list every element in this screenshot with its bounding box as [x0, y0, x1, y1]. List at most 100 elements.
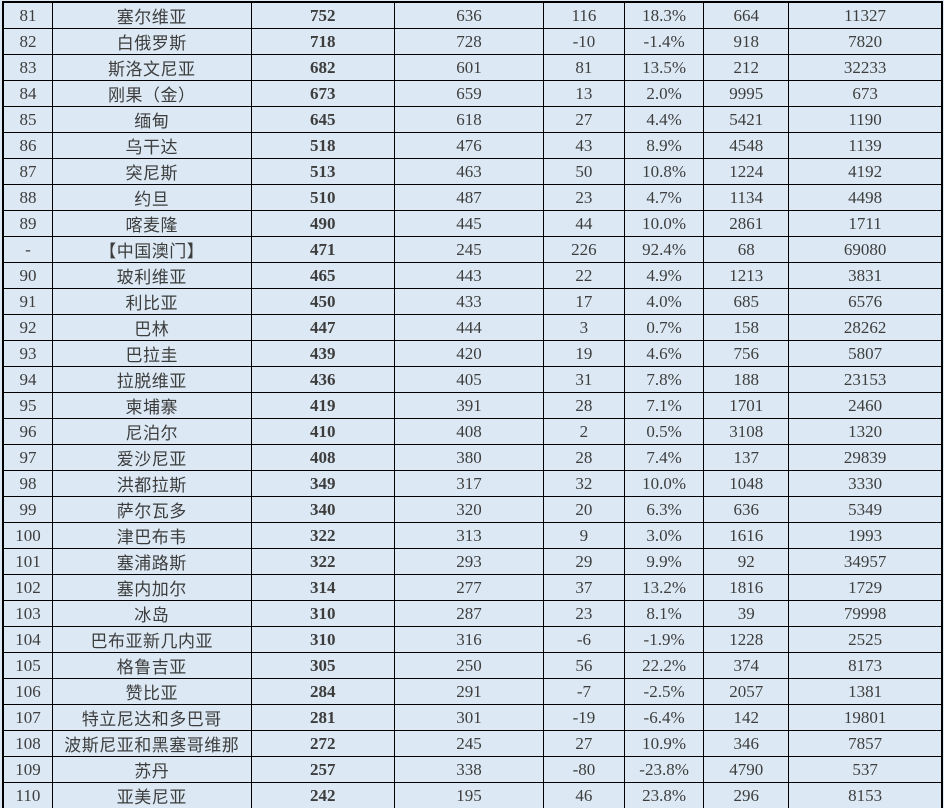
difference-cell: 31 — [543, 366, 625, 393]
rank-cell: 85 — [2, 106, 53, 133]
rank-cell: 99 — [2, 496, 53, 523]
per-capita-value-cell: 2525 — [788, 626, 943, 653]
country-name-cell: 津巴布韦 — [51, 522, 252, 549]
country-name-cell: 塞浦路斯 — [51, 548, 252, 575]
difference-cell: 116 — [543, 1, 625, 29]
primary-value-cell: 510 — [250, 184, 395, 211]
primary-value-cell: 439 — [250, 340, 395, 367]
per-capita-value-cell: 1320 — [788, 418, 943, 445]
difference-cell: -80 — [543, 756, 625, 783]
previous-value-cell: 301 — [393, 704, 545, 731]
difference-cell: 19 — [543, 340, 625, 367]
primary-value-cell: 471 — [250, 236, 395, 263]
primary-value-cell: 272 — [250, 730, 395, 757]
primary-value-cell: 410 — [250, 418, 395, 445]
difference-cell: -7 — [543, 678, 625, 705]
population-value-cell: 158 — [703, 314, 790, 341]
country-name-cell: 柬埔寨 — [51, 392, 252, 419]
previous-value-cell: 391 — [393, 392, 545, 419]
difference-cell: 37 — [543, 574, 625, 601]
population-value-cell: 39 — [703, 600, 790, 627]
percent-change-cell: -6.4% — [623, 704, 705, 731]
rank-cell: 88 — [2, 184, 53, 211]
rank-cell: 101 — [2, 548, 53, 575]
country-name-cell: 喀麦隆 — [51, 210, 252, 237]
primary-value-cell: 310 — [250, 600, 395, 627]
difference-cell: 27 — [543, 106, 625, 133]
difference-cell: 46 — [543, 782, 625, 808]
percent-change-cell: 10.0% — [623, 210, 705, 237]
per-capita-value-cell: 6576 — [788, 288, 943, 315]
population-value-cell: 685 — [703, 288, 790, 315]
country-name-cell: 特立尼达和多巴哥 — [51, 704, 252, 731]
table-row: 83 斯洛文尼亚 682 601 81 13.5% 212 32233 — [2, 54, 943, 81]
difference-cell: 9 — [543, 522, 625, 549]
difference-cell: -6 — [543, 626, 625, 653]
difference-cell: 44 — [543, 210, 625, 237]
country-name-cell: 苏丹 — [51, 756, 252, 783]
population-value-cell: 2861 — [703, 210, 790, 237]
rank-cell: 94 — [2, 366, 53, 393]
population-value-cell: 296 — [703, 782, 790, 808]
difference-cell: 17 — [543, 288, 625, 315]
population-value-cell: 1816 — [703, 574, 790, 601]
table-row: 88 约旦 510 487 23 4.7% 1134 4498 — [2, 184, 943, 211]
previous-value-cell: 659 — [393, 80, 545, 107]
previous-value-cell: 405 — [393, 366, 545, 393]
primary-value-cell: 257 — [250, 756, 395, 783]
population-value-cell: 346 — [703, 730, 790, 757]
percent-change-cell: 0.5% — [623, 418, 705, 445]
per-capita-value-cell: 7820 — [788, 28, 943, 55]
table-row: 82 白俄罗斯 718 728 -10 -1.4% 918 7820 — [2, 28, 943, 55]
table-row: 86 乌干达 518 476 43 8.9% 4548 1139 — [2, 132, 943, 159]
population-value-cell: 188 — [703, 366, 790, 393]
percent-change-cell: 23.8% — [623, 782, 705, 808]
previous-value-cell: 316 — [393, 626, 545, 653]
per-capita-value-cell: 1190 — [788, 106, 943, 133]
table-row: 94 拉脱维亚 436 405 31 7.8% 188 23153 — [2, 366, 943, 393]
country-name-cell: 塞尔维亚 — [51, 1, 252, 29]
difference-cell: -19 — [543, 704, 625, 731]
rank-cell: 106 — [2, 678, 53, 705]
per-capita-value-cell: 19801 — [788, 704, 943, 731]
per-capita-value-cell: 673 — [788, 80, 943, 107]
population-value-cell: 1701 — [703, 392, 790, 419]
table-row: 108 波斯尼亚和黑塞哥维那 272 245 27 10.9% 346 7857 — [2, 730, 943, 757]
population-value-cell: 9995 — [703, 80, 790, 107]
rank-cell: 96 — [2, 418, 53, 445]
primary-value-cell: 682 — [250, 54, 395, 81]
table-row: 109 苏丹 257 338 -80 -23.8% 4790 537 — [2, 756, 943, 783]
difference-cell: 20 — [543, 496, 625, 523]
country-name-cell: 【中国澳门】 — [51, 236, 252, 263]
rank-cell: 90 — [2, 262, 53, 289]
percent-change-cell: 13.5% — [623, 54, 705, 81]
previous-value-cell: 291 — [393, 678, 545, 705]
per-capita-value-cell: 1729 — [788, 574, 943, 601]
table-row: 107 特立尼达和多巴哥 281 301 -19 -6.4% 142 19801 — [2, 704, 943, 731]
percent-change-cell: -23.8% — [623, 756, 705, 783]
per-capita-value-cell: 11327 — [788, 1, 943, 29]
rank-cell: 100 — [2, 522, 53, 549]
table-row: 101 塞浦路斯 322 293 29 9.9% 92 34957 — [2, 548, 943, 575]
country-name-cell: 突尼斯 — [51, 158, 252, 185]
difference-cell: 23 — [543, 184, 625, 211]
rank-cell: 109 — [2, 756, 53, 783]
population-value-cell: 137 — [703, 444, 790, 471]
primary-value-cell: 322 — [250, 548, 395, 575]
per-capita-value-cell: 8153 — [788, 782, 943, 808]
previous-value-cell: 601 — [393, 54, 545, 81]
country-name-cell: 萨尔瓦多 — [51, 496, 252, 523]
population-value-cell: 212 — [703, 54, 790, 81]
difference-cell: 13 — [543, 80, 625, 107]
percent-change-cell: 9.9% — [623, 548, 705, 575]
per-capita-value-cell: 2460 — [788, 392, 943, 419]
per-capita-value-cell: 1711 — [788, 210, 943, 237]
country-name-cell: 约旦 — [51, 184, 252, 211]
rank-cell: 97 — [2, 444, 53, 471]
previous-value-cell: 250 — [393, 652, 545, 679]
primary-value-cell: 281 — [250, 704, 395, 731]
primary-value-cell: 450 — [250, 288, 395, 315]
percent-change-cell: 92.4% — [623, 236, 705, 263]
difference-cell: 2 — [543, 418, 625, 445]
population-value-cell: 918 — [703, 28, 790, 55]
